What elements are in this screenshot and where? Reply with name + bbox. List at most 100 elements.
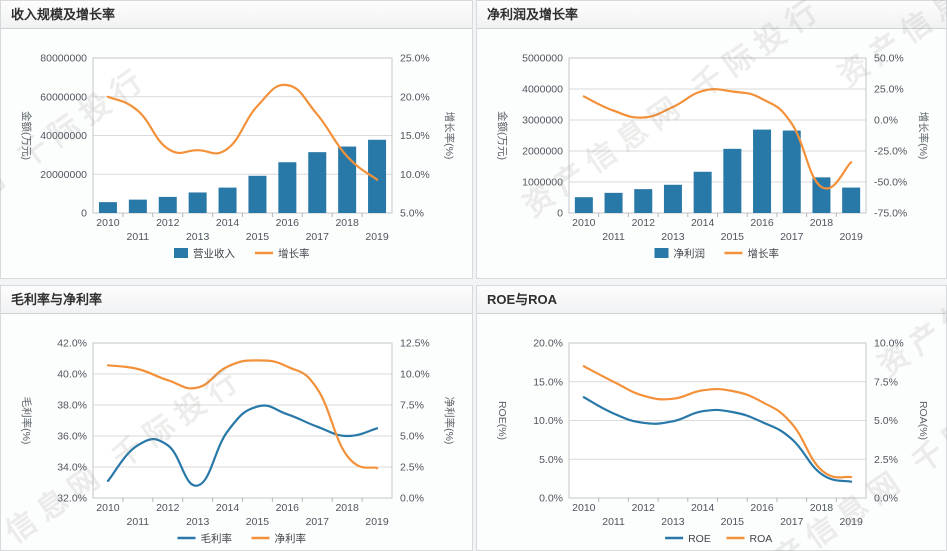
left-axis-tick: 0 xyxy=(557,208,563,220)
legend-item-净利润[interactable]: 净利润 xyxy=(654,247,706,260)
page-title: 毛利率与净利率 xyxy=(11,292,103,307)
left-axis-tick: 0.0% xyxy=(539,493,563,505)
bar-2015[interactable] xyxy=(723,148,742,213)
line-series[interactable] xyxy=(582,365,853,479)
bar-2016[interactable] xyxy=(278,162,297,213)
right-axis-tick: 12.5% xyxy=(400,338,430,350)
left-axis-tick: 1000000 xyxy=(522,177,563,189)
bar-2010[interactable] xyxy=(98,202,117,213)
plot-area xyxy=(93,343,392,498)
x-axis-label: 2013 xyxy=(186,231,210,243)
x-axis-label: 2010 xyxy=(96,502,120,514)
line-series[interactable] xyxy=(106,83,379,181)
roe-roa-chart[interactable]: 0.0% 5.0% 10.0% 15.0% 20.0% 0.0% 2.5% 5.0% 7.5% 1… xyxy=(477,314,946,551)
left-axis-tick: 34.0% xyxy=(57,462,87,474)
right-axis-tick: 5.0% xyxy=(874,415,898,427)
bar-2017[interactable] xyxy=(782,130,801,213)
right-axis-tick: 0.0% xyxy=(874,115,898,127)
line-series[interactable] xyxy=(106,404,379,487)
x-axis-label: 2011 xyxy=(602,516,625,528)
right-axis-tick: 10.0% xyxy=(874,338,904,350)
panel-revenue-growth: 收入规模及增长率 0 20000000 40000000 60000000 800000… xyxy=(0,0,473,279)
legend-item-ROE[interactable]: ROE xyxy=(665,533,711,545)
x-axis-label: 2015 xyxy=(721,231,745,243)
line-series[interactable] xyxy=(582,88,853,190)
x-axis-label: 2012 xyxy=(632,502,656,514)
left-axis-tick: 40000000 xyxy=(40,130,87,142)
right-axis-name: 增长率(%) xyxy=(917,112,930,160)
legend-label: 增长率 xyxy=(278,247,310,260)
bar-2016[interactable] xyxy=(753,129,772,213)
bar-2011[interactable] xyxy=(604,192,623,213)
x-axis-label: 2019 xyxy=(839,231,863,243)
x-axis-label: 2015 xyxy=(246,231,270,243)
x-axis-label: 2010 xyxy=(96,217,120,229)
bar-2014[interactable] xyxy=(693,171,712,213)
bar-2018[interactable] xyxy=(338,146,357,213)
revenue-growth-chart-canvas[interactable]: 0 20000000 40000000 60000000 80000000 5.0% 10.… xyxy=(1,29,472,279)
left-axis-tick: 10.0% xyxy=(533,415,563,427)
legend-label: 毛利率 xyxy=(201,532,233,545)
x-axis-label: 2012 xyxy=(632,217,656,229)
legend-item-ROA[interactable]: ROA xyxy=(726,533,773,545)
bar-2013[interactable] xyxy=(188,192,207,213)
panel-roe-roa-title: ROE与ROA xyxy=(477,286,946,314)
legend-item-增长率[interactable]: 增长率 xyxy=(255,247,310,260)
roe-roa-chart-canvas[interactable]: 0.0% 5.0% 10.0% 15.0% 20.0% 0.0% 2.5% 5.0% 7.5% 1… xyxy=(477,314,946,551)
margins-chart-canvas[interactable]: 32.0% 34.0% 36.0% 38.0% 40.0% 42.0% 0.0% 2.5% 5.… xyxy=(1,314,472,551)
panel-roe-roa: ROE与ROA 0.0% 5.0% 10.0% 15.0% 20.0% 0.0% 2.5% 5… xyxy=(476,285,947,551)
x-axis-label: 2014 xyxy=(691,502,715,514)
line-series[interactable] xyxy=(106,359,379,470)
x-axis-label: 2018 xyxy=(335,217,359,229)
bar-2019[interactable] xyxy=(368,139,387,213)
x-axis-label: 2019 xyxy=(365,516,389,528)
left-axis-tick: 20.0% xyxy=(533,338,563,350)
x-axis-label: 2019 xyxy=(839,516,863,528)
netprofit-growth-chart-canvas[interactable]: 0 1000000 2000000 3000000 4000000 5000000 -75.… xyxy=(477,29,946,279)
bar-2012[interactable] xyxy=(634,189,653,213)
margins-chart[interactable]: 32.0% 34.0% 36.0% 38.0% 40.0% 42.0% 0.0% 2.5% 5.… xyxy=(1,314,472,551)
x-axis-label: 2014 xyxy=(691,217,715,229)
right-axis-tick: 15.0% xyxy=(400,130,430,142)
legend-item-增长率[interactable]: 增长率 xyxy=(724,247,780,260)
left-axis-tick: 36.0% xyxy=(57,431,87,443)
left-axis-tick: 38.0% xyxy=(57,400,87,412)
legend-item-毛利率[interactable]: 毛利率 xyxy=(177,532,233,545)
bar-2019[interactable] xyxy=(842,187,861,213)
x-axis-label: 2012 xyxy=(156,217,180,229)
x-axis-label: 2016 xyxy=(276,217,300,229)
page-title: 净利润及增长率 xyxy=(487,7,579,22)
revenue-growth-chart[interactable]: 0 20000000 40000000 60000000 80000000 5.0% 10.… xyxy=(1,29,472,279)
panel-netprofit-growth-title: 净利润及增长率 xyxy=(477,1,946,29)
x-axis-label: 2017 xyxy=(306,231,330,243)
bar-2014[interactable] xyxy=(218,187,237,213)
x-axis-label: 2010 xyxy=(572,217,596,229)
right-axis-tick: 25.0% xyxy=(874,84,904,96)
line-series[interactable] xyxy=(582,396,853,483)
legend-item-净利率[interactable]: 净利率 xyxy=(251,532,307,545)
x-axis-label: 2013 xyxy=(661,231,685,243)
left-axis-tick: 2000000 xyxy=(522,146,563,158)
bar-2015[interactable] xyxy=(248,175,267,213)
right-axis-tick: 10.0% xyxy=(400,169,430,181)
netprofit-growth-chart[interactable]: 0 1000000 2000000 3000000 4000000 5000000 -75.… xyxy=(477,29,946,279)
page-title: ROE与ROA xyxy=(487,292,558,307)
bar-2017[interactable] xyxy=(308,152,327,213)
left-axis-tick: 5000000 xyxy=(522,53,563,65)
bar-2013[interactable] xyxy=(663,184,682,213)
right-axis-tick: 2.5% xyxy=(400,462,424,474)
x-axis-label: 2016 xyxy=(276,502,300,514)
left-axis-tick: 20000000 xyxy=(40,169,87,181)
legend-item-营业收入[interactable]: 营业收入 xyxy=(174,247,235,260)
bar-2012[interactable] xyxy=(158,196,177,213)
bar-2010[interactable] xyxy=(574,197,593,213)
bar-2011[interactable] xyxy=(128,199,147,213)
left-axis-tick: 32.0% xyxy=(57,493,87,505)
x-axis-label: 2017 xyxy=(780,231,804,243)
x-axis-label: 2016 xyxy=(750,502,774,514)
panel-netprofit-growth: 净利润及增长率 0 1000000 2000000 3000000 4000000 500… xyxy=(476,0,947,279)
panel-revenue-growth-title: 收入规模及增长率 xyxy=(1,1,472,29)
bar-2018[interactable] xyxy=(812,177,831,213)
right-axis-tick: 7.5% xyxy=(874,376,898,388)
x-axis-label: 2015 xyxy=(246,516,270,528)
